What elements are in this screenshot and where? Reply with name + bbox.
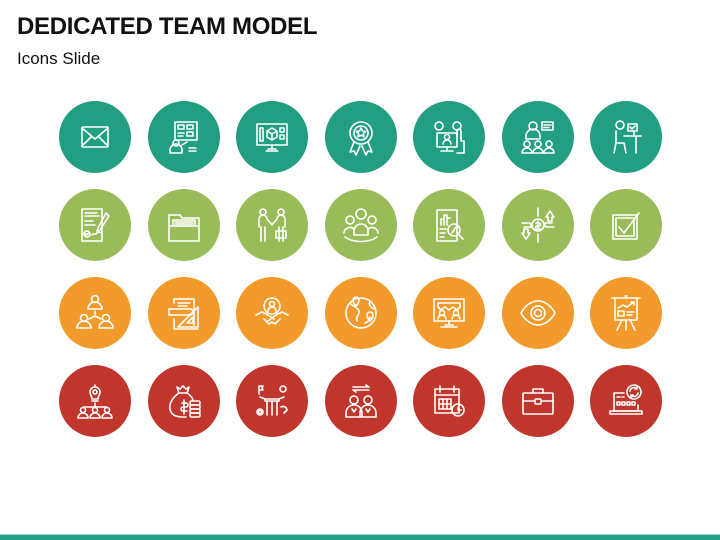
speaker-audience-icon xyxy=(501,101,574,173)
presentation-easel-chart-icon xyxy=(590,277,662,349)
checkbox-checked-icon xyxy=(590,189,662,261)
monitor-3d-cube-icon xyxy=(236,101,308,173)
money-exchange-hands-icon xyxy=(501,189,574,261)
team-exchange-icon xyxy=(324,365,397,437)
calendar-clock-icon xyxy=(413,365,485,437)
team-meeting-icon xyxy=(324,189,397,261)
slide-title: DEDICATED TEAM MODEL xyxy=(17,13,318,40)
team-hierarchy-icon xyxy=(59,277,131,349)
signed-contract-icon xyxy=(59,189,131,261)
award-ribbon-icon xyxy=(324,101,397,173)
laptop-sync-icon xyxy=(590,365,662,437)
person-at-desk-icon xyxy=(590,101,662,173)
partnership-handshake-team-icon xyxy=(236,277,308,349)
global-location-icon xyxy=(324,277,397,349)
goals-achievement-icon xyxy=(236,365,308,437)
eye-vision-icon xyxy=(501,277,574,349)
money-bag-coins-icon xyxy=(147,365,220,437)
business-handshake-icon xyxy=(236,189,308,261)
idea-network-team-icon xyxy=(59,365,131,437)
open-folder-icon xyxy=(147,189,220,261)
financial-report-analysis-icon xyxy=(413,189,485,261)
team-settings-touch-icon xyxy=(413,101,485,173)
online-meeting-monitor-icon xyxy=(413,277,485,349)
footer-accent-bar xyxy=(0,534,720,540)
presentation-board-icon xyxy=(147,101,220,173)
briefcase-icon xyxy=(501,365,574,437)
envelope-icon xyxy=(59,101,131,173)
blueprint-design-icon xyxy=(147,277,220,349)
slide-subtitle: Icons Slide xyxy=(17,49,101,68)
